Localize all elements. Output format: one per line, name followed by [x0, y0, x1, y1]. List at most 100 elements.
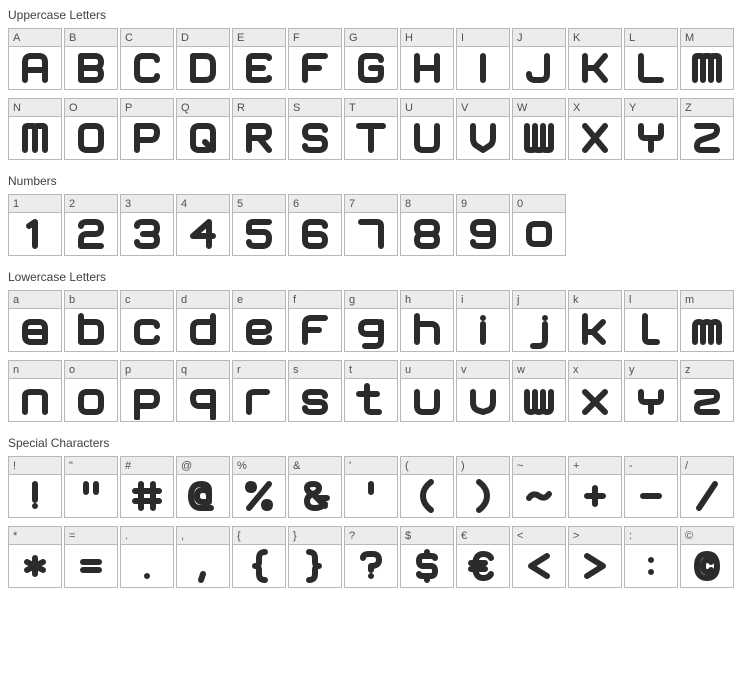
glyph-cell[interactable]: A	[8, 28, 62, 90]
glyph-cell[interactable]: s	[288, 360, 342, 422]
glyph-cell[interactable]: ~	[512, 456, 566, 518]
glyph-cell[interactable]: #	[120, 456, 174, 518]
glyph-cell[interactable]: P	[120, 98, 174, 160]
glyph-cell[interactable]: O	[64, 98, 118, 160]
glyph-cell[interactable]: N	[8, 98, 62, 160]
glyph-cell[interactable]: q	[176, 360, 230, 422]
glyph-cell[interactable]: e	[232, 290, 286, 352]
glyph-cell[interactable]: c	[120, 290, 174, 352]
glyph-cell[interactable]: H	[400, 28, 454, 90]
glyph-cell[interactable]: T	[344, 98, 398, 160]
glyph-cell[interactable]: p	[120, 360, 174, 422]
glyph-cell[interactable]: r	[232, 360, 286, 422]
glyph-preview	[401, 213, 453, 255]
glyph-cell[interactable]: =	[64, 526, 118, 588]
glyph-cell[interactable]: 6	[288, 194, 342, 256]
glyph-cell[interactable]: 5	[232, 194, 286, 256]
glyph-cell[interactable]: >	[568, 526, 622, 588]
glyph-label: e	[233, 291, 285, 309]
glyph-cell[interactable]: D	[176, 28, 230, 90]
glyph-cell[interactable]: a	[8, 290, 62, 352]
glyph-cell[interactable]: @	[176, 456, 230, 518]
glyph-cell[interactable]: 7	[344, 194, 398, 256]
glyph-cell[interactable]: x	[568, 360, 622, 422]
glyph-cell[interactable]: S	[288, 98, 342, 160]
glyph-cell[interactable]: 1	[8, 194, 62, 256]
glyph-cell[interactable]: G	[344, 28, 398, 90]
glyph-cell[interactable]: K	[568, 28, 622, 90]
glyph-cell[interactable]: E	[232, 28, 286, 90]
glyph-label: V	[457, 99, 509, 117]
glyph-cell[interactable]: }	[288, 526, 342, 588]
glyph-cell[interactable]: (	[400, 456, 454, 518]
glyph-cell[interactable]: n	[8, 360, 62, 422]
glyph-cell[interactable]: ©	[680, 526, 734, 588]
glyph-cell[interactable]: !	[8, 456, 62, 518]
glyph-cell[interactable]: <	[512, 526, 566, 588]
glyph-cell[interactable]: B	[64, 28, 118, 90]
glyph-cell[interactable]: f	[288, 290, 342, 352]
glyph-cell[interactable]: &	[288, 456, 342, 518]
glyph-cell[interactable]: .	[120, 526, 174, 588]
glyph-label: l	[625, 291, 677, 309]
glyph-cell[interactable]: F	[288, 28, 342, 90]
glyph-cell[interactable]: :	[624, 526, 678, 588]
glyph-cell[interactable]: {	[232, 526, 286, 588]
glyph-cell[interactable]: 4	[176, 194, 230, 256]
glyph-cell[interactable]: +	[568, 456, 622, 518]
glyph-preview	[345, 475, 397, 517]
glyph-cell[interactable]: 2	[64, 194, 118, 256]
glyph-cell[interactable]: Q	[176, 98, 230, 160]
glyph-cell[interactable]: X	[568, 98, 622, 160]
glyph-cell[interactable]: l	[624, 290, 678, 352]
glyph-cell[interactable]: "	[64, 456, 118, 518]
glyph-cell[interactable]: 0	[512, 194, 566, 256]
glyph-cell[interactable]: I	[456, 28, 510, 90]
glyph-label: w	[513, 361, 565, 379]
glyph-cell[interactable]: Y	[624, 98, 678, 160]
glyph-cell[interactable]: J	[512, 28, 566, 90]
glyph-cell[interactable]: '	[344, 456, 398, 518]
glyph-label: j	[513, 291, 565, 309]
glyph-cell[interactable]: y	[624, 360, 678, 422]
glyph-cell[interactable]: *	[8, 526, 62, 588]
glyph-cell[interactable]: 3	[120, 194, 174, 256]
glyph-cell[interactable]: L	[624, 28, 678, 90]
glyph-cell[interactable]: /	[680, 456, 734, 518]
glyph-cell[interactable]: j	[512, 290, 566, 352]
glyph-cell[interactable]: b	[64, 290, 118, 352]
glyph-cell[interactable]: €	[456, 526, 510, 588]
glyph-cell[interactable]: d	[176, 290, 230, 352]
glyph-cell[interactable]: w	[512, 360, 566, 422]
section-1: Numbers1234567890	[8, 174, 740, 256]
glyph-cell[interactable]: g	[344, 290, 398, 352]
glyph-cell[interactable]: z	[680, 360, 734, 422]
glyph-cell[interactable]: 8	[400, 194, 454, 256]
glyph-cell[interactable]: k	[568, 290, 622, 352]
glyph-cell[interactable]: 9	[456, 194, 510, 256]
glyph-cell[interactable]: i	[456, 290, 510, 352]
glyph-cell[interactable]: u	[400, 360, 454, 422]
glyph-cell[interactable]: ?	[344, 526, 398, 588]
glyph-label: M	[681, 29, 733, 47]
glyph-cell[interactable]: o	[64, 360, 118, 422]
glyph-cell[interactable]: V	[456, 98, 510, 160]
glyph-cell[interactable]: h	[400, 290, 454, 352]
glyph-cell[interactable]: C	[120, 28, 174, 90]
glyph-cell[interactable]: Z	[680, 98, 734, 160]
glyph-cell[interactable]: t	[344, 360, 398, 422]
glyph-cell[interactable]: -	[624, 456, 678, 518]
glyph-preview	[65, 117, 117, 159]
glyph-cell[interactable]: v	[456, 360, 510, 422]
glyph-preview	[233, 379, 285, 421]
glyph-cell[interactable]: m	[680, 290, 734, 352]
glyph-cell[interactable]: W	[512, 98, 566, 160]
glyph-cell[interactable]: U	[400, 98, 454, 160]
glyph-cell[interactable]: $	[400, 526, 454, 588]
glyph-cell[interactable]: ,	[176, 526, 230, 588]
glyph-cell[interactable]: M	[680, 28, 734, 90]
glyph-cell[interactable]: R	[232, 98, 286, 160]
glyph-preview	[681, 309, 733, 351]
glyph-cell[interactable]: )	[456, 456, 510, 518]
glyph-cell[interactable]: %	[232, 456, 286, 518]
